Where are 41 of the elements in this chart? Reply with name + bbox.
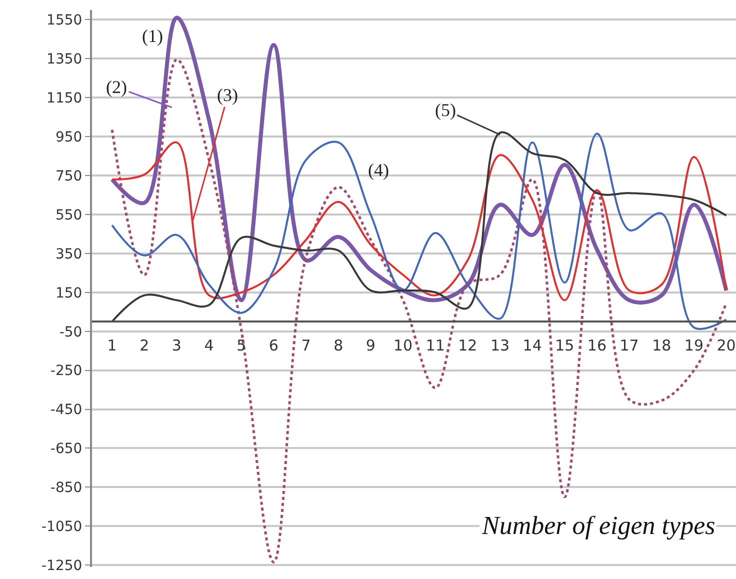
y-tick-label: 1550 [46,12,82,29]
x-axis-title: Number of eigen types [481,511,716,540]
annotation: (1) [142,26,163,46]
y-tick-label: -50 [59,324,82,340]
x-tick-label: 18 [652,336,672,355]
y-tick-label: -850 [50,480,82,496]
x-tick-label: 8 [334,336,344,355]
x-tick-label: 19 [684,336,704,355]
y-tick-label: 350 [55,246,82,262]
x-tick-label: 9 [366,336,376,355]
x-tick-label: 1 [107,336,117,355]
x-tick-label: 20 [716,336,736,355]
x-tick-label: 14 [522,336,542,355]
y-tick-label: -1050 [42,519,82,535]
x-tick-label: 17 [620,336,639,355]
annotation: (2) [106,77,127,97]
y-tick-label: 550 [55,207,82,224]
x-tick-label: 6 [268,336,278,355]
y-tick-label: 950 [55,129,82,146]
y-tick-label: -450 [50,402,82,418]
annotation: (4) [368,160,389,180]
annotation: (5) [435,100,456,120]
y-tick-label: -250 [50,363,82,380]
y-tick-label: 1150 [46,90,82,107]
x-tick-label: 11 [426,336,445,355]
y-tick-label: -650 [50,441,82,458]
x-tick-label: 15 [555,336,574,355]
y-tick-label: -1250 [42,558,82,574]
x-tick-label: 4 [204,336,214,355]
y-tick-label: 1350 [46,52,82,68]
y-tick-label: 750 [55,168,82,184]
x-tick-label: 13 [490,336,510,355]
x-tick-label: 7 [301,336,311,355]
x-tick-label: 10 [393,336,413,355]
x-tick-label: 3 [172,336,182,355]
x-tick-label: 12 [458,336,478,355]
annotation: (3) [217,85,238,105]
x-tick-label: 16 [587,336,607,355]
y-tick-label: 150 [55,285,82,302]
x-tick-label: 2 [140,336,150,355]
x-tick-label: 5 [236,336,246,355]
